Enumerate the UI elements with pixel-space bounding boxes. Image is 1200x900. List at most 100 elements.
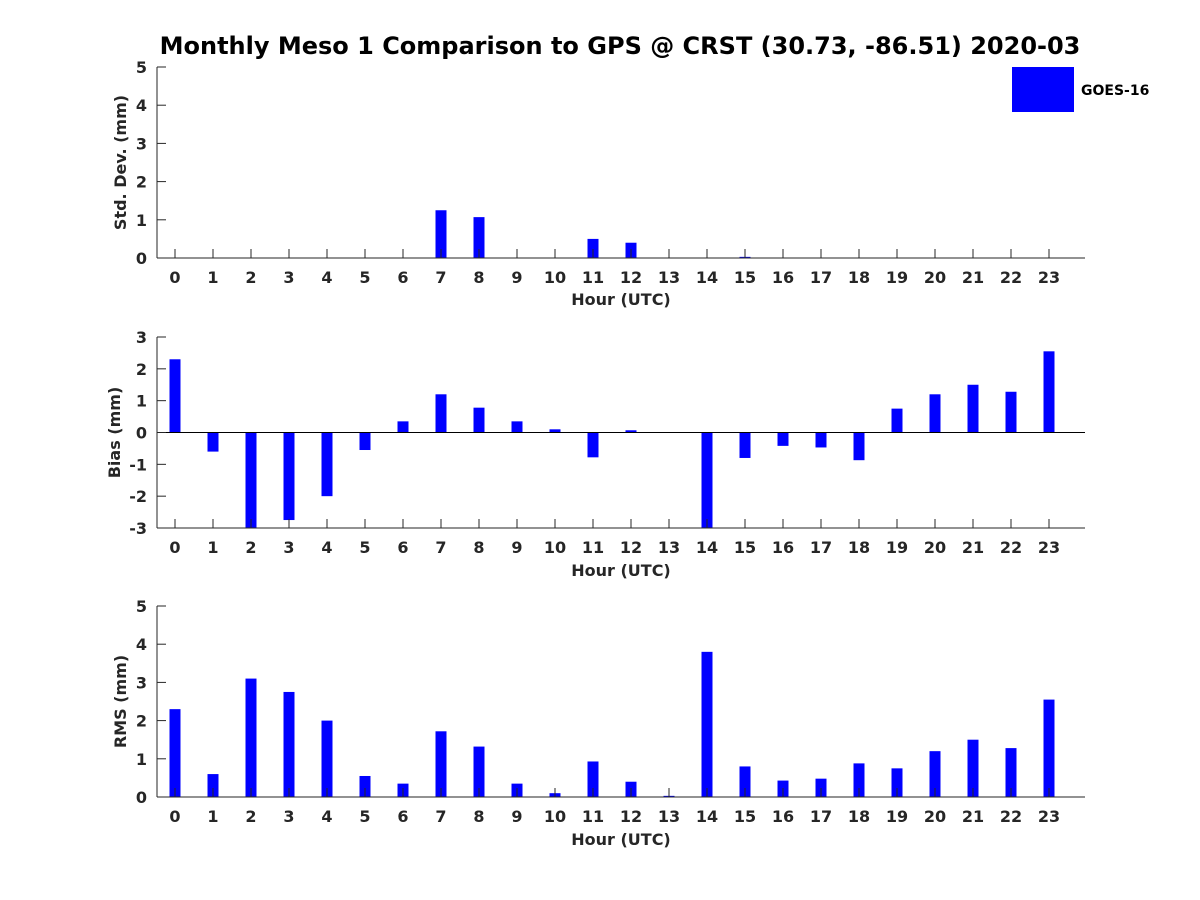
y-tick-label: 5	[136, 597, 147, 616]
bar-hour-2	[245, 432, 257, 528]
x-tick-label: 8	[473, 807, 484, 826]
x-tick-label: 12	[620, 807, 642, 826]
chart-panels: 0 1 2 3 4 5 6 7 8 9 10 11 12 13 14 15 16 17 18 19 20 21 22 2301…	[105, 58, 1085, 849]
x-tick-label: 23	[1038, 538, 1060, 557]
bar-hour-21	[967, 739, 979, 797]
y-tick-label: 1	[136, 211, 147, 230]
bar-hour-6	[397, 421, 409, 433]
x-tick-label: 13	[658, 538, 680, 557]
x-tick-label: 10	[544, 538, 566, 557]
x-tick-label: 18	[848, 807, 870, 826]
x-tick-label: 11	[582, 538, 604, 557]
bar-hour-21	[967, 384, 979, 433]
x-tick-label: 7	[435, 538, 446, 557]
x-tick-label: 0	[169, 538, 180, 557]
x-tick-label: 11	[582, 807, 604, 826]
bar-hour-8	[473, 746, 485, 797]
x-tick-label: 9	[511, 807, 522, 826]
x-tick-label: 0	[169, 268, 180, 287]
x-tick-label: 16	[772, 807, 794, 826]
x-axis-label: Hour (UTC)	[571, 290, 671, 309]
x-tick-label: 17	[810, 807, 832, 826]
bar-hour-8	[473, 407, 485, 433]
bar-hour-9	[511, 421, 523, 433]
y-axis-label: Std. Dev. (mm)	[111, 95, 130, 230]
bar-hour-19	[891, 768, 903, 797]
x-tick-label: 1	[207, 538, 218, 557]
x-tick-label: 19	[886, 538, 908, 557]
y-tick-label: 3	[136, 328, 147, 347]
bar-hour-15	[739, 432, 751, 458]
x-tick-label: 17	[810, 268, 832, 287]
x-tick-label: 12	[620, 268, 642, 287]
x-tick-label: 4	[321, 807, 332, 826]
y-axis-label: RMS (mm)	[111, 655, 130, 748]
x-tick-label: 10	[544, 268, 566, 287]
y-tick-label: -2	[129, 487, 147, 506]
y-tick-label: 5	[136, 58, 147, 77]
x-tick-label: 5	[359, 538, 370, 557]
x-tick-label: 16	[772, 268, 794, 287]
x-tick-label: 3	[283, 807, 294, 826]
x-tick-label: 2	[245, 268, 256, 287]
x-tick-label: 12	[620, 538, 642, 557]
x-tick-label: 7	[435, 807, 446, 826]
x-tick-label: 18	[848, 268, 870, 287]
x-tick-label: 15	[734, 807, 756, 826]
y-tick-label: 0	[136, 249, 147, 268]
bar-hour-17	[815, 778, 827, 797]
x-tick-label: 14	[696, 268, 718, 287]
legend-label-goes-16: GOES-16	[1081, 83, 1149, 99]
x-tick-label: 17	[810, 538, 832, 557]
x-tick-label: 3	[283, 268, 294, 287]
y-axis-label: Bias (mm)	[105, 387, 124, 479]
bar-hour-22	[1005, 391, 1017, 433]
y-tick-label: 2	[136, 712, 147, 731]
bar-hour-2	[245, 678, 257, 797]
x-tick-label: 15	[734, 268, 756, 287]
bar-hour-23	[1043, 351, 1055, 433]
bar-hour-5	[359, 432, 371, 451]
panel-3: 0 1 2 3 4 5 6 7 8 9 10 11 12 13 14 15 16 17 18 19 20 21 22 2301…	[111, 597, 1085, 849]
x-tick-label: 8	[473, 538, 484, 557]
x-tick-label: 15	[734, 538, 756, 557]
y-tick-label: 2	[136, 173, 147, 192]
y-tick-label: 1	[136, 750, 147, 769]
bar-hour-20	[929, 394, 941, 433]
x-tick-label: 11	[582, 268, 604, 287]
x-tick-label: 6	[397, 268, 408, 287]
bar-hour-22	[1005, 748, 1017, 797]
x-tick-label: 0	[169, 807, 180, 826]
x-tick-label: 20	[924, 807, 946, 826]
y-tick-label: 4	[136, 635, 147, 654]
bar-hour-5	[359, 775, 371, 797]
bar-hour-15	[739, 766, 751, 797]
x-tick-label: 13	[658, 268, 680, 287]
x-tick-label: 16	[772, 538, 794, 557]
x-axis-label: Hour (UTC)	[571, 561, 671, 580]
x-tick-label: 20	[924, 538, 946, 557]
x-tick-label: 14	[696, 538, 718, 557]
x-tick-label: 23	[1038, 268, 1060, 287]
x-tick-label: 8	[473, 268, 484, 287]
bar-hour-14	[701, 651, 713, 797]
x-tick-label: 3	[283, 538, 294, 557]
x-tick-label: 1	[207, 807, 218, 826]
x-tick-label: 6	[397, 538, 408, 557]
legend: GOES-16	[1012, 67, 1149, 112]
x-tick-label: 4	[321, 538, 332, 557]
bar-hour-0	[169, 359, 181, 433]
x-tick-label: 7	[435, 268, 446, 287]
x-tick-label: 19	[886, 268, 908, 287]
x-tick-label: 9	[511, 538, 522, 557]
x-tick-label: 18	[848, 538, 870, 557]
bar-hour-4	[321, 720, 333, 797]
bar-hour-1	[207, 774, 219, 797]
x-tick-label: 14	[696, 807, 718, 826]
y-tick-label: -1	[129, 455, 147, 474]
x-tick-label: 23	[1038, 807, 1060, 826]
y-tick-label: 0	[136, 788, 147, 807]
chart-title: Monthly Meso 1 Comparison to GPS @ CRST …	[160, 32, 1081, 60]
x-tick-label: 2	[245, 538, 256, 557]
y-tick-label: -3	[129, 519, 147, 538]
